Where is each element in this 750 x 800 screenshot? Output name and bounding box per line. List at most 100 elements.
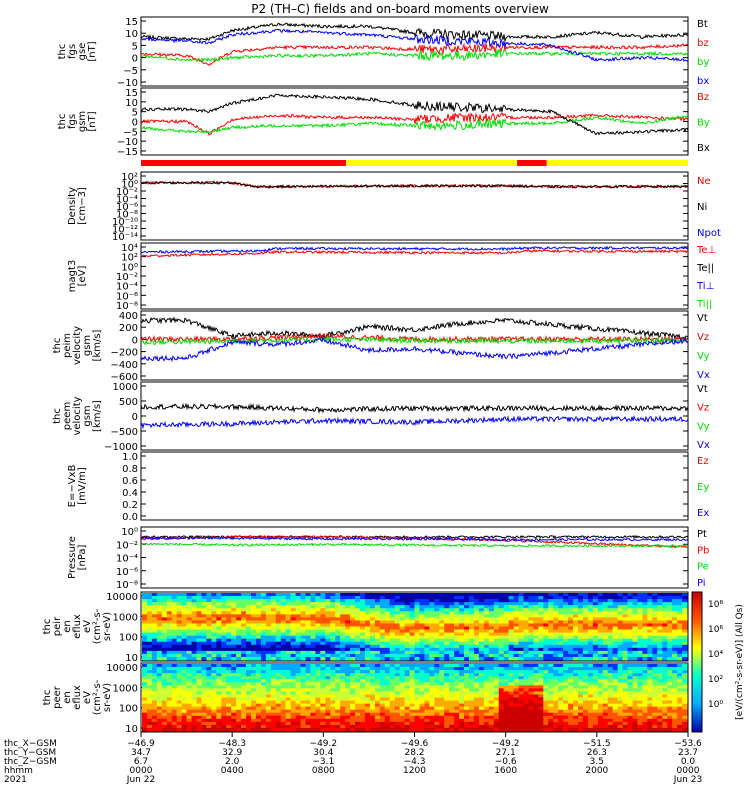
- spectrogram-cell: [325, 650, 331, 655]
- spectrogram-cell: [568, 623, 574, 627]
- spectrogram-cell: [171, 703, 178, 708]
- spectrogram-cell: [166, 650, 173, 655]
- spectrogram-cell: [246, 611, 252, 615]
- spectrogram-cell: [498, 632, 505, 637]
- spectrogram-cell: [156, 691, 163, 695]
- spectrogram-cell: [592, 670, 599, 674]
- spectrogram-cell: [543, 614, 549, 618]
- spectrogram-cell: [434, 694, 440, 698]
- spectrogram-cell: [255, 617, 262, 621]
- spectrogram-cell: [226, 703, 232, 708]
- spectrogram-cell: [627, 691, 633, 695]
- spectrogram-cell: [414, 667, 420, 671]
- spectrogram-cell: [255, 676, 262, 680]
- spectrogram-cell: [251, 727, 257, 732]
- spectrogram-cell: [568, 644, 574, 649]
- spectrogram-cell: [578, 605, 584, 609]
- spectrogram-cell: [617, 712, 624, 717]
- spectrogram-cell: [265, 617, 272, 621]
- spectrogram-cell: [231, 700, 237, 705]
- spectrogram-cell: [379, 703, 386, 708]
- spectrogram-cell: [602, 664, 609, 668]
- spectrogram-cell: [518, 638, 524, 643]
- spectrogram-cell: [424, 641, 430, 646]
- spectrogram-cell: [355, 712, 361, 717]
- spectrogram-cell: [667, 626, 673, 631]
- spectrogram-cell: [315, 647, 321, 652]
- spectrogram-cell: [612, 632, 619, 637]
- spectrogram-cell: [379, 721, 386, 726]
- spectrogram-cell: [320, 629, 326, 634]
- spectrogram-cell: [558, 641, 564, 646]
- spectrogram-cell: [538, 694, 544, 698]
- spectrogram-cell: [464, 685, 470, 689]
- spectrogram-cell: [632, 667, 638, 671]
- spectrogram-cell: [196, 691, 202, 695]
- spectrogram-cell: [399, 653, 406, 658]
- y-tick-label: 5: [132, 41, 138, 52]
- spectrogram-cell: [409, 617, 415, 621]
- spectrogram-cell: [553, 700, 559, 705]
- spectrogram-cell: [166, 700, 173, 705]
- spectrogram-cell: [538, 629, 544, 634]
- spectrogram-cell: [176, 721, 183, 726]
- spectrogram-cell: [464, 691, 470, 695]
- spectrogram-cell: [231, 673, 237, 677]
- spectrogram-cell: [478, 667, 485, 671]
- spectrogram-cell: [622, 638, 629, 643]
- spectrogram-cell: [295, 700, 302, 705]
- spectrogram-cell: [682, 608, 688, 612]
- spectrogram-cell: [424, 611, 430, 615]
- spectrogram-cell: [389, 673, 396, 677]
- spectrogram-cell: [369, 605, 376, 609]
- spectrogram-cell: [255, 653, 262, 658]
- spectrogram-cell: [216, 656, 222, 661]
- spectrogram-cell: [394, 602, 401, 606]
- spectrogram-cell: [429, 632, 435, 637]
- spectrogram-cell: [573, 605, 579, 609]
- spectrogram-cell: [459, 650, 465, 655]
- spectrogram-cell: [290, 703, 297, 708]
- spectrogram-cell: [320, 647, 326, 652]
- spectrogram-cell: [176, 691, 183, 695]
- spectrogram-cell: [394, 700, 401, 705]
- spectrogram-cell: [151, 715, 158, 720]
- spectrogram-cell: [459, 697, 465, 702]
- spectrogram-cell: [171, 682, 178, 686]
- spectrogram-cell: [652, 611, 658, 615]
- spectrogram-cell: [493, 605, 500, 609]
- spectrogram-cell: [146, 638, 153, 643]
- spectrogram-cell: [161, 653, 168, 658]
- spectrogram-cell: [241, 691, 247, 695]
- spectrogram-cell: [216, 715, 222, 720]
- spectrogram-cell: [186, 611, 193, 615]
- spectrogram-cell: [161, 703, 168, 708]
- spectrogram-cell: [637, 718, 643, 723]
- spectrogram-cell: [493, 656, 500, 661]
- spectrogram-cell: [399, 691, 406, 695]
- spectrogram-cell: [488, 727, 495, 732]
- spectrogram-cell: [350, 623, 356, 627]
- spectrogram-cell: [320, 727, 326, 732]
- spectrogram-cell: [161, 709, 168, 714]
- spectrogram-cell: [151, 703, 158, 708]
- y-tick-label: 10⁻⁶: [116, 567, 138, 578]
- spectrogram-cell: [305, 620, 311, 624]
- spectrogram-cell: [573, 593, 579, 597]
- spectrogram-cell: [469, 712, 475, 717]
- spectrogram-cell: [181, 724, 188, 729]
- spectrogram-cell: [176, 593, 183, 597]
- y-tick-label: 10⁻¹⁴: [112, 232, 138, 243]
- spectrogram-cell: [161, 650, 168, 655]
- spectrogram-cell: [632, 608, 638, 612]
- spectrogram-cell: [533, 602, 539, 606]
- spectrogram-cell: [627, 676, 633, 680]
- spectrogram-cell: [231, 721, 237, 726]
- spectrogram-cell: [340, 664, 346, 668]
- spectrogram-cell: [592, 709, 599, 714]
- spectrogram-cell: [355, 602, 361, 606]
- spectrogram-cell: [300, 656, 306, 661]
- spectrogram-cell: [518, 653, 524, 658]
- spectrogram-cell: [563, 670, 569, 674]
- spectrogram-cell: [270, 608, 277, 612]
